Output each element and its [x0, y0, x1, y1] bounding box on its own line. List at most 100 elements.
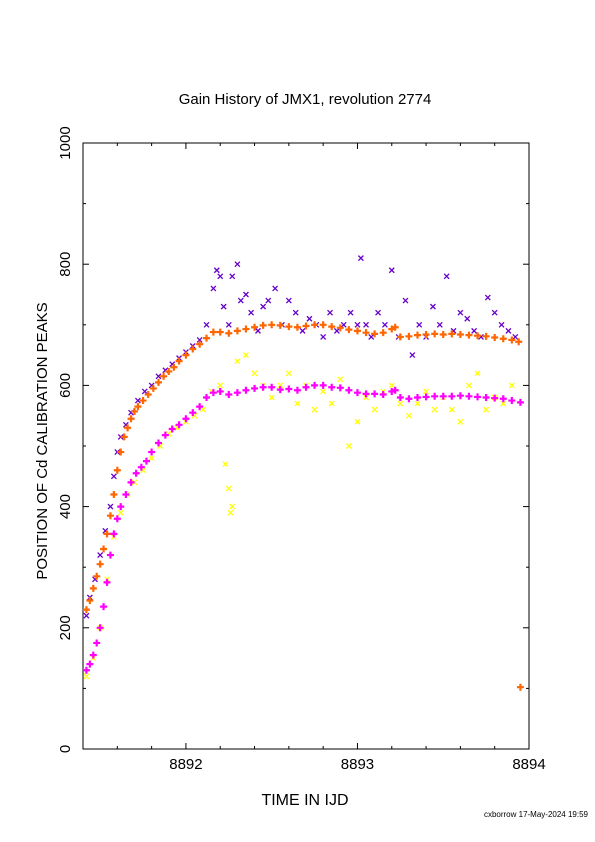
y-tick-label: 800 [57, 252, 74, 277]
data-point [175, 357, 183, 365]
data-point [363, 321, 369, 328]
data-point [405, 332, 413, 340]
data-point [471, 327, 478, 334]
data-point [340, 321, 347, 328]
data-point [130, 407, 138, 415]
data-point [103, 530, 111, 538]
data-point [362, 390, 370, 398]
data-point [483, 406, 490, 413]
data-point [363, 394, 369, 401]
data-point [155, 373, 162, 380]
data-point [285, 323, 293, 331]
data-point [448, 392, 456, 400]
data-point [122, 490, 130, 498]
data-point [243, 291, 249, 298]
data-point [242, 386, 250, 394]
data-point [117, 448, 125, 456]
data-point [124, 424, 132, 432]
data-point [127, 415, 135, 423]
data-point [431, 392, 439, 400]
data-point [216, 328, 224, 336]
data-point [439, 392, 447, 400]
data-point [113, 515, 121, 523]
data-point [508, 382, 515, 389]
x-tick-label: 8892 [169, 756, 202, 773]
data-point [465, 331, 473, 339]
data-point [357, 255, 364, 262]
data-point [225, 390, 233, 398]
data-point [96, 560, 104, 568]
data-point [416, 321, 423, 328]
data-point [276, 321, 284, 329]
data-point [86, 597, 94, 605]
data-point [196, 340, 204, 348]
data-point [302, 322, 310, 330]
data-point [311, 321, 319, 329]
data-point [306, 315, 313, 322]
data-point [431, 330, 439, 338]
data-point [110, 473, 117, 480]
data-point [353, 327, 361, 335]
data-point [225, 329, 233, 337]
data-point [371, 390, 379, 398]
data-point [220, 303, 227, 310]
data-point [216, 387, 224, 395]
y-tick-label: 200 [57, 615, 74, 640]
footer-credit: cxborrow 17-May-2024 19:59 [484, 810, 589, 819]
data-point [227, 509, 234, 516]
data-point [209, 328, 217, 336]
data-point [327, 309, 333, 316]
data-point [505, 327, 512, 334]
data-point [93, 639, 101, 647]
data-point [457, 418, 464, 425]
data-point [117, 503, 125, 511]
x-tick-label: 8893 [341, 756, 374, 773]
data-point [127, 478, 135, 486]
data-point [251, 384, 259, 392]
data-point [100, 603, 108, 611]
data-point [86, 660, 94, 668]
data-point [200, 406, 207, 413]
data-point [429, 303, 436, 310]
data-point [347, 309, 354, 316]
data-point [405, 412, 412, 419]
data-point [148, 455, 155, 462]
data-point [203, 321, 210, 328]
data-point [474, 370, 481, 377]
data-point [260, 303, 267, 310]
y-tick-label: 0 [57, 745, 74, 753]
data-point [83, 612, 90, 619]
data-point [353, 389, 361, 397]
data-point [302, 383, 310, 391]
data-point [237, 297, 244, 304]
data-point [229, 273, 236, 280]
data-point [120, 433, 128, 441]
data-point [311, 406, 318, 413]
data-point [242, 325, 250, 333]
data-point [82, 606, 90, 614]
data-point [431, 406, 438, 413]
data-point [82, 666, 90, 674]
data-point [106, 512, 114, 520]
data-point [268, 321, 276, 329]
data-point [465, 392, 473, 400]
data-point [243, 352, 249, 359]
data-point [222, 461, 229, 468]
data-point [225, 321, 232, 328]
data-point [234, 358, 241, 365]
data-point [482, 394, 490, 402]
data-point [345, 386, 353, 394]
data-point [110, 490, 118, 498]
data-point [97, 552, 104, 559]
data-point [272, 285, 279, 292]
data-point [405, 395, 413, 403]
data-point [448, 330, 456, 338]
data-point [293, 386, 301, 394]
data-point [414, 331, 421, 339]
data-point [149, 384, 157, 392]
data-point [491, 309, 498, 316]
data-point [391, 323, 399, 331]
data-point [516, 398, 524, 406]
data-point [268, 394, 275, 401]
data-point [409, 352, 416, 359]
